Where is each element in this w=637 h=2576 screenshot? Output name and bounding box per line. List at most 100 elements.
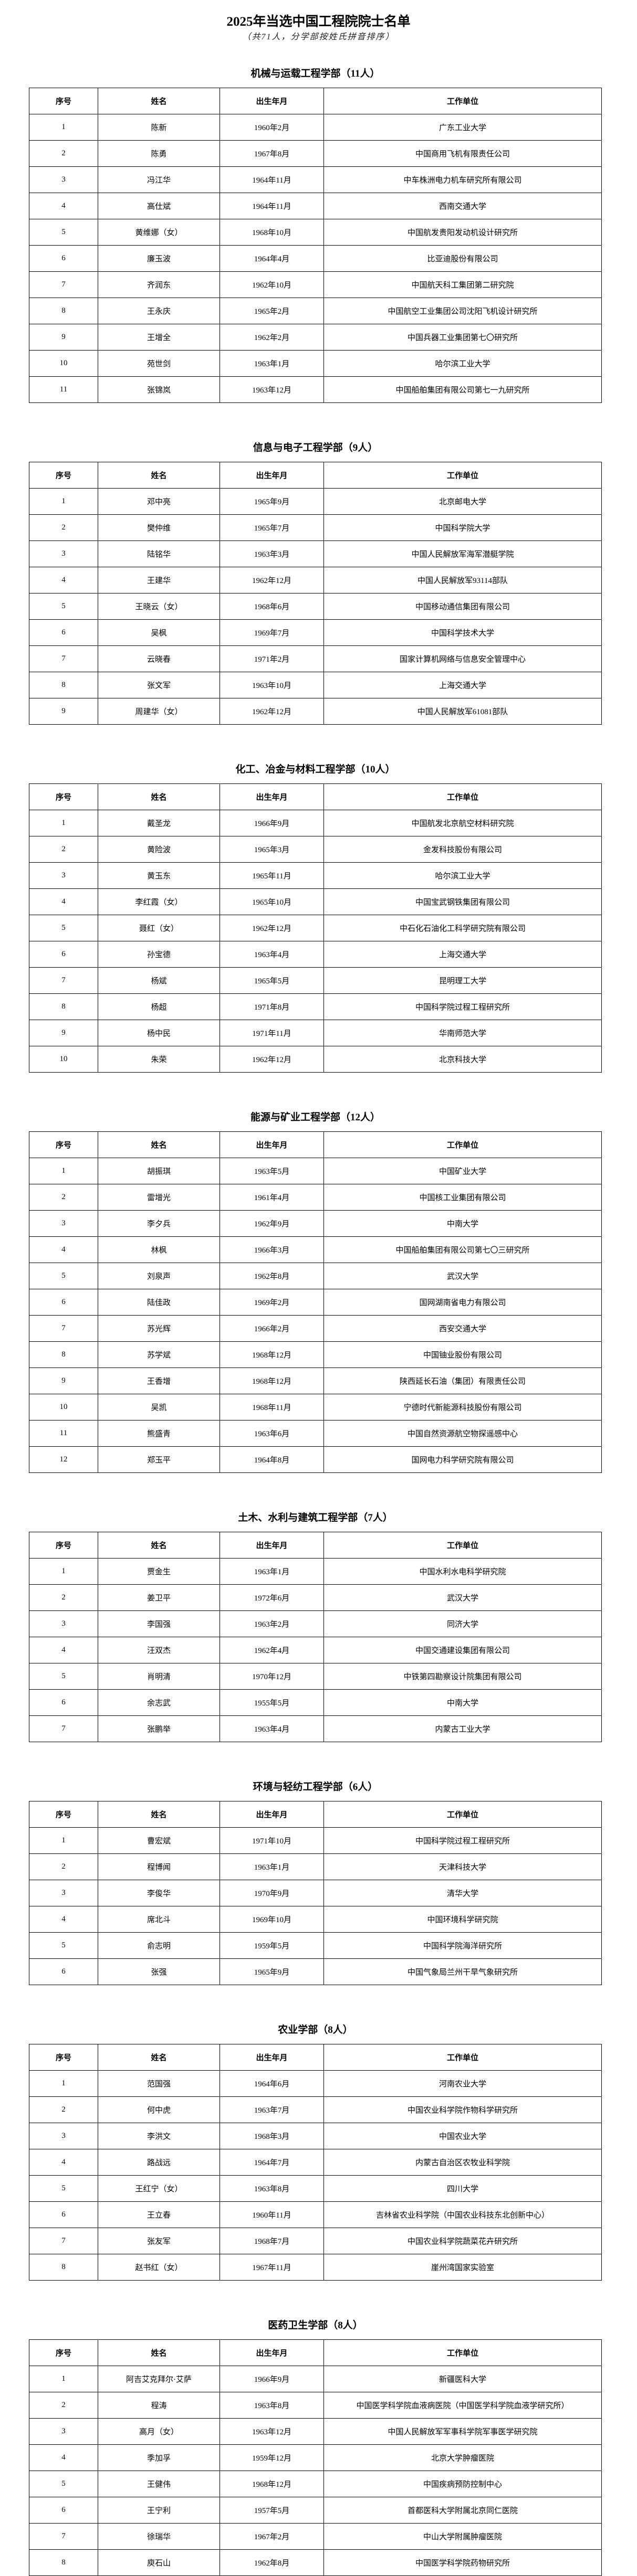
cell-birth: 1963年8月	[220, 2392, 324, 2419]
column-header-birth: 出生年月	[220, 2339, 324, 2366]
cell-birth: 1962年9月	[220, 1210, 324, 1237]
division-title: 能源与矿业工程学部（12人）	[250, 1112, 380, 1123]
cell-seq: 7	[29, 2228, 98, 2254]
cell-birth: 1965年9月	[220, 488, 324, 515]
cell-seq: 9	[29, 1367, 98, 1394]
cell-unit: 中国疾病预防控制中心	[323, 2471, 602, 2497]
cell-unit: 中铁第四勘察设计院集团有限公司	[323, 1663, 602, 1690]
column-header-unit: 工作单位	[323, 1801, 602, 1828]
cell-unit: 中国核工业集团有限公司	[323, 1184, 602, 1211]
cell-name: 吴枫	[98, 619, 220, 646]
cell-birth: 1965年9月	[220, 1958, 324, 1985]
cell-birth: 1963年10月	[220, 672, 324, 698]
cell-birth: 1962年12月	[220, 1046, 324, 1073]
cell-unit: 中国移动通信集团有限公司	[323, 593, 602, 620]
cell-name: 林枫	[98, 1236, 220, 1263]
cell-birth: 1963年1月	[220, 1558, 324, 1585]
cell-unit: 中国交通建设集团有限公司	[323, 1637, 602, 1663]
table-row: 1 贾金生 1963年1月 中国水利水电科学研究院	[29, 1558, 602, 1585]
cell-seq: 7	[29, 645, 98, 672]
cell-name: 李红霞（女）	[98, 888, 220, 915]
cell-birth: 1964年6月	[220, 2070, 324, 2097]
division-title: 机械与运载工程学部（11人）	[250, 68, 380, 79]
cell-seq: 10	[29, 1046, 98, 1073]
cell-birth: 1963年4月	[220, 1715, 324, 1742]
cell-unit: 中国科学技术大学	[323, 619, 602, 646]
cell-name: 苏光辉	[98, 1315, 220, 1342]
cell-seq: 9	[29, 324, 98, 351]
cell-birth: 1966年9月	[220, 2366, 324, 2392]
academician-table: 序号 姓名 出生年月 工作单位 1 邓中亮 1965年9月 北京邮电大学 2 樊仲维 1965年7月…	[29, 462, 602, 725]
division-title: 农业学部（8人）	[278, 2024, 353, 2036]
table-row: 3 冯江华 1964年11月 中车株洲电力机车研究所有限公司	[29, 166, 602, 193]
cell-seq: 7	[29, 967, 98, 994]
column-header-unit: 工作单位	[323, 88, 602, 114]
cell-birth: 1964年7月	[220, 2149, 324, 2176]
table-header-row: 序号 姓名 出生年月 工作单位	[29, 1131, 602, 1158]
cell-birth: 1966年3月	[220, 1236, 324, 1263]
column-header-seq: 序号	[29, 1801, 98, 1828]
cell-birth: 1969年7月	[220, 619, 324, 646]
cell-unit: 北京科技大学	[323, 1046, 602, 1073]
cell-unit: 北京邮电大学	[323, 488, 602, 515]
column-header-unit: 工作单位	[323, 783, 602, 810]
cell-seq: 2	[29, 140, 98, 167]
cell-birth: 1968年10月	[220, 219, 324, 246]
academician-table: 序号 姓名 出生年月 工作单位 1 陈新 1960年2月 广东工业大学 2 陈勇 1967年8月 中国…	[29, 88, 602, 403]
cell-name: 杨超	[98, 993, 220, 1020]
cell-name: 冯江华	[98, 166, 220, 193]
cell-name: 朱荣	[98, 1046, 220, 1073]
table-row: 3 高月（女） 1963年12月 中国人民解放军军事科学院军事医学研究院	[29, 2418, 602, 2445]
table-row: 2 程涛 1963年8月 中国医学科学院血液病医院（中国医学科学院血液学研究所）	[29, 2392, 602, 2419]
cell-name: 陈新	[98, 114, 220, 141]
cell-unit: 上海交通大学	[323, 941, 602, 968]
cell-birth: 1968年11月	[220, 1394, 324, 1420]
cell-birth: 1971年2月	[220, 645, 324, 672]
cell-seq: 5	[29, 2175, 98, 2202]
cell-name: 王香增	[98, 1367, 220, 1394]
column-header-seq: 序号	[29, 1131, 98, 1158]
cell-unit: 中南大学	[323, 1210, 602, 1237]
table-row: 2 黄险波 1965年3月 金发科技股份有限公司	[29, 836, 602, 863]
table-row: 7 张友军 1968年7月 中国农业科学院蔬菜花卉研究所	[29, 2228, 602, 2254]
cell-name: 王健伟	[98, 2471, 220, 2497]
cell-name: 赵书红（女）	[98, 2254, 220, 2281]
table-row: 5 黄维娜（女） 1968年10月 中国航发贵阳发动机设计研究所	[29, 219, 602, 246]
cell-unit: 河南农业大学	[323, 2070, 602, 2097]
cell-name: 余志武	[98, 1689, 220, 1716]
table-row: 5 肖明清 1970年12月 中铁第四勘察设计院集团有限公司	[29, 1663, 602, 1690]
cell-name: 高月（女）	[98, 2418, 220, 2445]
table-row: 7 杨斌 1965年5月 昆明理工大学	[29, 967, 602, 994]
cell-name: 汪双杰	[98, 1637, 220, 1663]
table-row: 8 苏学斌 1968年12月 中国铀业股份有限公司	[29, 1341, 602, 1368]
cell-name: 聂红（女）	[98, 915, 220, 941]
cell-unit: 同济大学	[323, 1610, 602, 1637]
academician-table: 序号 姓名 出生年月 工作单位 1 胡振琪 1963年5月 中国矿业大学 2 雷增光 1961年4月…	[29, 1131, 602, 1473]
cell-unit: 中国航发北京航空材料研究院	[323, 810, 602, 836]
cell-seq: 4	[29, 567, 98, 593]
cell-unit: 中国科学院海洋研究所	[323, 1932, 602, 1959]
cell-unit: 天津科技大学	[323, 1853, 602, 1880]
cell-name: 王增全	[98, 324, 220, 351]
cell-name: 樊仲维	[98, 514, 220, 541]
cell-birth: 1963年1月	[220, 350, 324, 377]
cell-name: 周建华（女）	[98, 698, 220, 725]
cell-birth: 1963年1月	[220, 1853, 324, 1880]
cell-unit: 中国科学院大学	[323, 514, 602, 541]
table-row: 9 杨中民 1971年11月 华南师范大学	[29, 1020, 602, 1046]
cell-name: 杨中民	[98, 1020, 220, 1046]
cell-unit: 上海交通大学	[323, 672, 602, 698]
table-row: 6 孙宝德 1963年4月 上海交通大学	[29, 941, 602, 968]
cell-unit: 中国医学科学院药物研究所	[323, 2549, 602, 2576]
column-header-seq: 序号	[29, 88, 98, 114]
table-row: 1 胡振琪 1963年5月 中国矿业大学	[29, 1158, 602, 1184]
cell-birth: 1969年2月	[220, 1289, 324, 1316]
academician-table: 序号 姓名 出生年月 工作单位 1 戴圣龙 1966年9月 中国航发北京航空材料研究院 2 黄险波…	[29, 783, 602, 1073]
cell-birth: 1960年11月	[220, 2201, 324, 2228]
table-row: 7 云晓春 1971年2月 国家计算机网络与信息安全管理中心	[29, 645, 602, 672]
cell-name: 胡振琪	[98, 1158, 220, 1184]
table-row: 3 黄玉东 1965年11月 哈尔滨工业大学	[29, 862, 602, 889]
column-header-unit: 工作单位	[323, 2044, 602, 2071]
cell-birth: 1964年4月	[220, 245, 324, 272]
cell-name: 徐瑞华	[98, 2523, 220, 2550]
